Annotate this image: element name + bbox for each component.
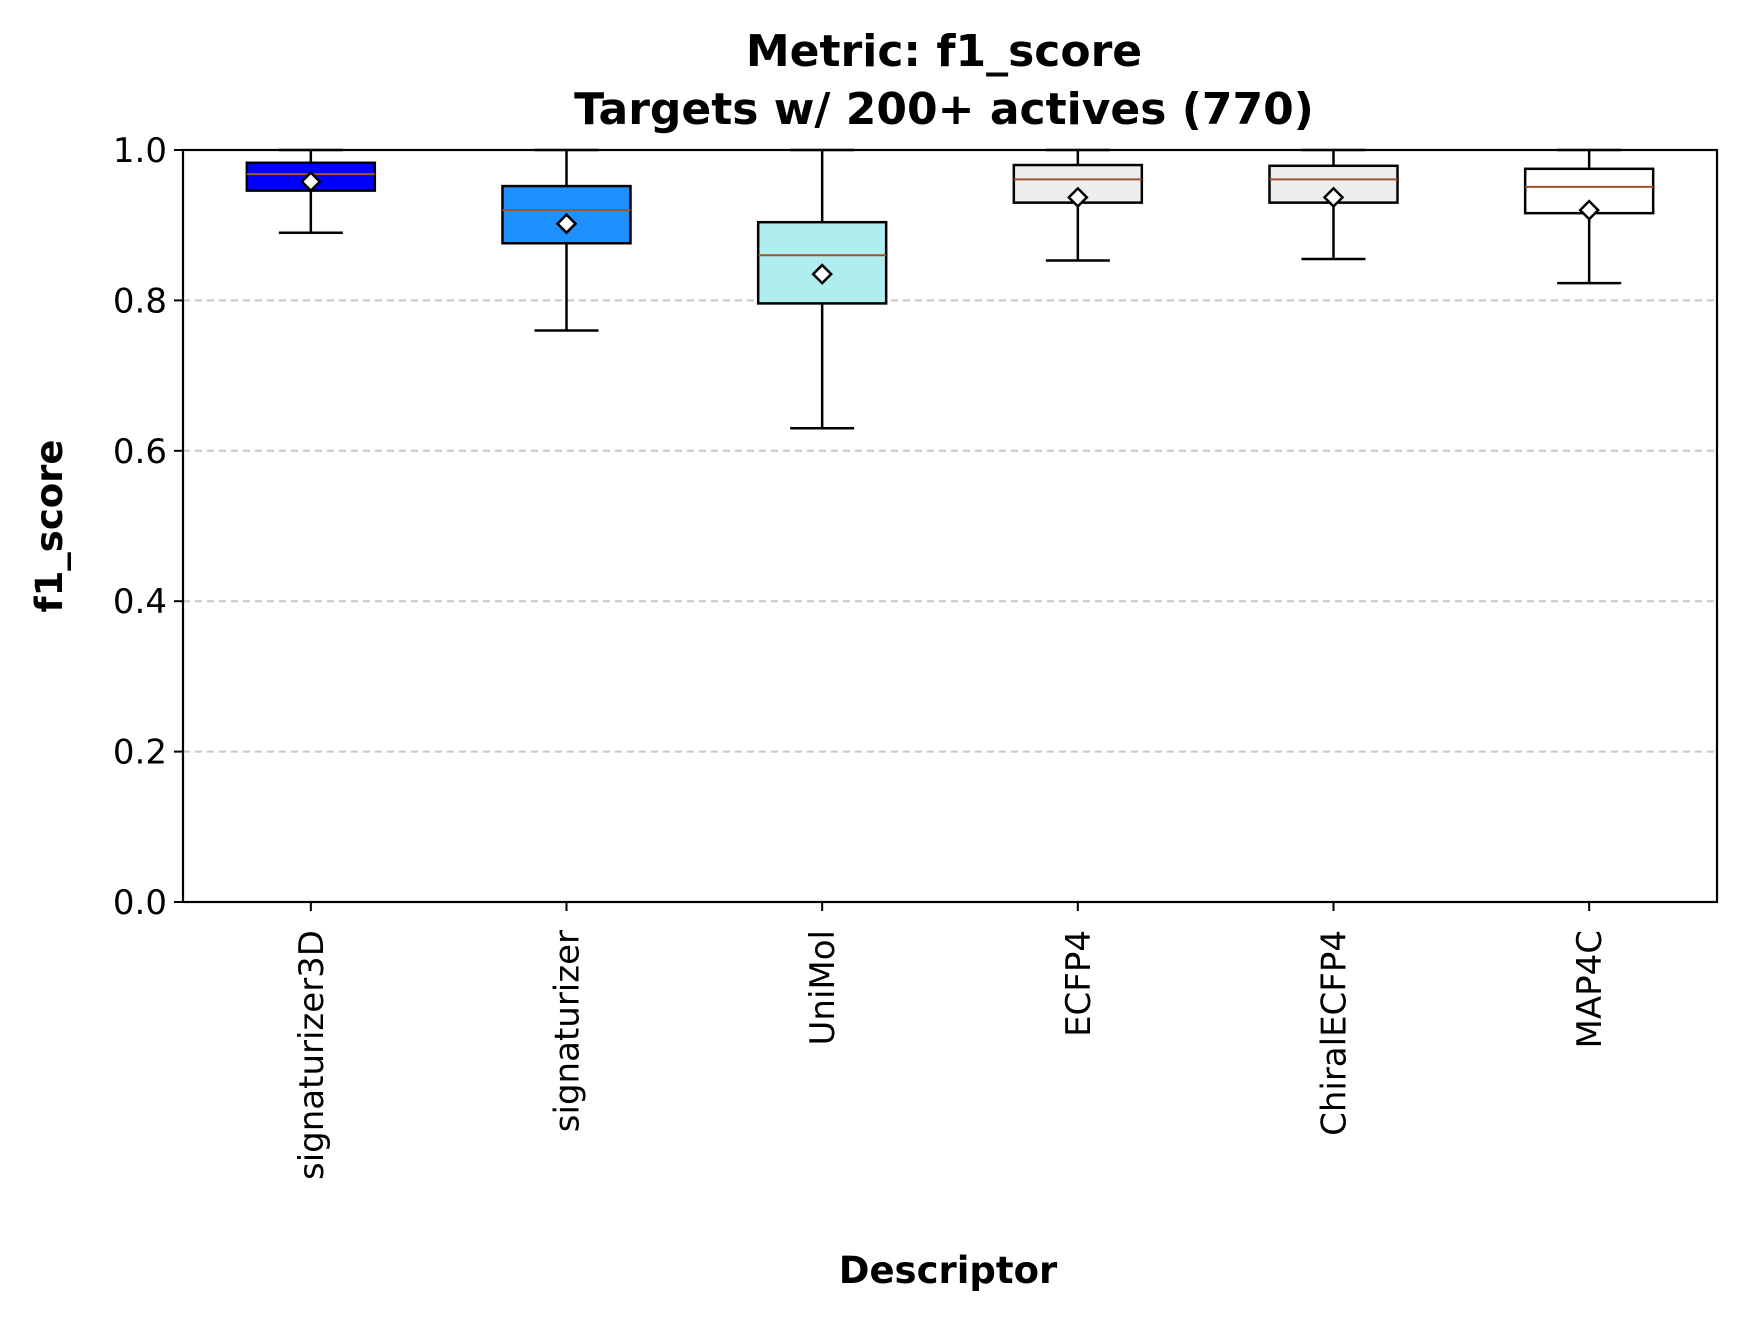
y-tick-label: 0.8 bbox=[113, 281, 167, 321]
box-UniMol bbox=[756, 148, 888, 430]
mean-marker bbox=[300, 170, 322, 193]
box-signaturizer bbox=[501, 148, 632, 332]
plot-frame bbox=[181, 148, 1719, 904]
x-axis: signaturizer3D signaturizer UniMol ECFP4 Chi… bbox=[292, 902, 1610, 1180]
chart-title: Metric: f1_score bbox=[746, 26, 1142, 77]
gridlines bbox=[183, 299, 1717, 753]
mean-marker bbox=[1578, 199, 1600, 221]
x-tick-label: signaturizer3D bbox=[292, 930, 332, 1180]
chart-subtitle: Targets w/ 200+ actives (770) bbox=[574, 84, 1314, 135]
box-MAP4C bbox=[1523, 148, 1655, 285]
box-signaturizer3D bbox=[245, 148, 377, 234]
y-tick-label: 0.4 bbox=[113, 582, 167, 622]
y-tick-label: 0.2 bbox=[113, 733, 167, 773]
mean-marker bbox=[1322, 186, 1345, 209]
y-tick-label: 0.6 bbox=[113, 432, 167, 472]
x-axis-label: Descriptor bbox=[839, 1249, 1058, 1292]
x-tick-label: UniMol bbox=[803, 930, 843, 1045]
x-tick-label: ChiralECFP4 bbox=[1315, 930, 1355, 1136]
x-tick-label: MAP4C bbox=[1570, 930, 1610, 1048]
y-tick-label: 0.0 bbox=[113, 883, 167, 923]
box-ChiralECFP4 bbox=[1268, 148, 1399, 261]
x-tick-label: ECFP4 bbox=[1059, 930, 1099, 1037]
mean-marker bbox=[1067, 186, 1089, 209]
y-axis-label: f1_score bbox=[28, 439, 71, 612]
y-tick-label: 1.0 bbox=[113, 131, 167, 171]
boxes-layer bbox=[245, 148, 1655, 430]
mean-marker bbox=[811, 263, 833, 285]
box-ECFP4 bbox=[1012, 148, 1144, 262]
x-tick-label: signaturizer bbox=[548, 930, 588, 1132]
iqr-box bbox=[756, 220, 888, 305]
y-axis: 0.0 0.2 0.4 0.6 0.8 1.0 bbox=[113, 131, 183, 923]
mean-marker bbox=[555, 212, 578, 235]
